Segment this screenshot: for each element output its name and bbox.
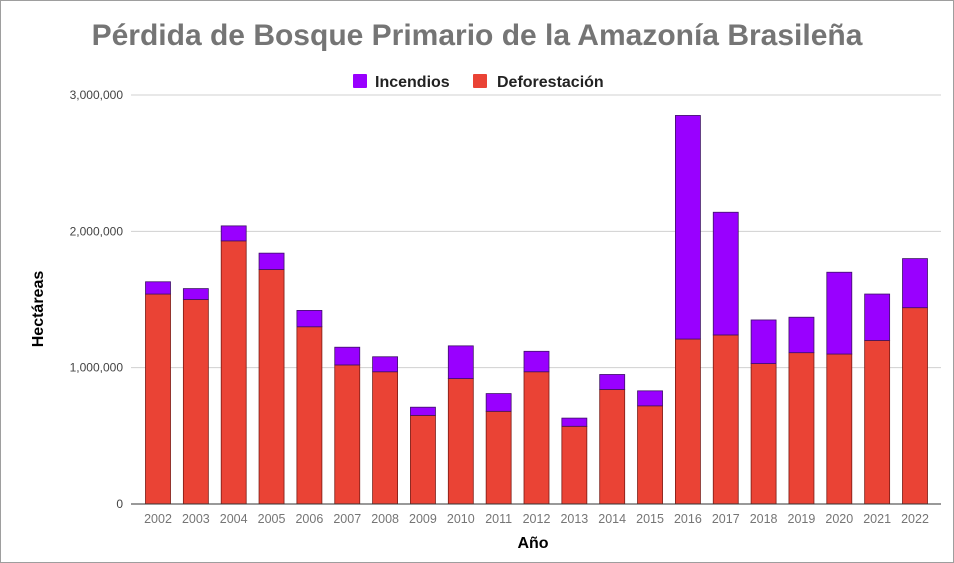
bar-deforestacion-2012 [523,371,550,505]
bar-incendios-2009 [410,406,436,416]
bar-deforestacion-2008 [372,371,399,505]
chart-title: Pérdida de Bosque Primario de la Amazoní… [92,19,863,52]
bar-incendios-2010 [447,345,474,379]
bar-deforestacion-2004 [220,240,247,505]
legend-label-deforestacion: Deforestación [497,74,604,91]
x-tick-label: 2006 [295,512,323,526]
gridlines [131,94,941,369]
bar-deforestacion-2011 [485,410,512,505]
bar-deforestacion-2021 [864,339,891,505]
x-tick-label: 2012 [523,512,551,526]
bar-incendios-2014 [599,374,626,390]
bar-deforestacion-2006 [296,326,323,505]
bar-incendios-2011 [485,393,512,412]
y-tick-label: 2,000,000 [70,224,124,238]
legend: Incendios Deforestación [353,74,604,91]
x-tick-label: 2020 [825,512,853,526]
bar-deforestacion-2015 [637,405,663,505]
bar-incendios-2006 [296,310,323,328]
bar-incendios-2008 [372,356,399,373]
bar-incendios-2020 [826,271,853,355]
x-tick-label: 2016 [674,512,702,526]
bar-deforestacion-2009 [410,414,436,505]
y-tick-label: 3,000,000 [70,88,124,102]
x-tick-label: 2010 [447,512,475,526]
bar-incendios-2021 [864,293,891,341]
bar-deforestacion-2003 [182,299,209,505]
bar-deforestacion-2016 [675,338,701,505]
bar-incendios-2019 [788,316,815,354]
y-axis-title: Hectáreas [30,271,47,348]
bar-deforestacion-2022 [902,307,928,505]
x-tick-label: 2014 [598,512,626,526]
bar-deforestacion-2010 [447,378,474,505]
bar-incendios-2004 [220,225,247,242]
x-tick-label: 2009 [409,512,437,526]
x-tick-label: 2019 [788,512,816,526]
x-tick-label: 2022 [901,512,929,526]
bar-deforestacion-2005 [258,269,285,505]
bar-deforestacion-2018 [750,363,777,505]
x-tick-label: 2002 [144,512,172,526]
bar-incendios-2007 [334,346,361,366]
x-tick-label: 2015 [636,512,664,526]
bar-deforestacion-2002 [145,293,171,505]
bar-deforestacion-2020 [826,353,853,505]
x-axis-ticks: 2002 2003 2004 2005 2006 2007 2008 2009 2010 2011… [144,512,929,526]
bar-incendios-2017 [712,211,739,336]
bar-incendios-2022 [902,258,928,309]
bar-incendios-2012 [523,350,550,373]
bar-incendios-2016 [675,115,701,340]
bars [145,115,928,505]
x-tick-label: 2017 [712,512,740,526]
bar-deforestacion-2013 [561,425,588,505]
legend-swatch-deforestacion [473,74,487,88]
legend-label-incendios: Incendios [375,74,450,91]
x-tick-label: 2018 [750,512,778,526]
bar-incendios-2018 [750,319,777,364]
bar-incendios-2013 [561,417,588,427]
x-tick-label: 2004 [220,512,248,526]
x-tick-label: 2013 [560,512,588,526]
x-tick-label: 2003 [182,512,210,526]
x-tick-label: 2021 [863,512,891,526]
bar-incendios-2003 [182,288,209,300]
x-tick-label: 2007 [333,512,361,526]
y-tick-label: 0 [116,497,123,511]
bar-deforestacion-2017 [712,334,739,505]
x-tick-label: 2005 [258,512,286,526]
x-tick-label: 2008 [371,512,399,526]
x-tick-label: 2011 [485,512,512,526]
bar-deforestacion-2014 [599,389,626,505]
y-tick-label: 1,000,000 [70,361,124,375]
bar-deforestacion-2019 [788,352,815,505]
bar-incendios-2002 [145,281,171,295]
bar-incendios-2005 [258,252,285,270]
bar-deforestacion-2007 [334,364,361,505]
legend-swatch-incendios [353,74,367,88]
x-axis-title: Año [517,535,548,552]
bar-incendios-2015 [637,390,663,407]
y-axis-ticks: 0 1,000,000 2,000,000 3,000,000 [70,88,124,511]
